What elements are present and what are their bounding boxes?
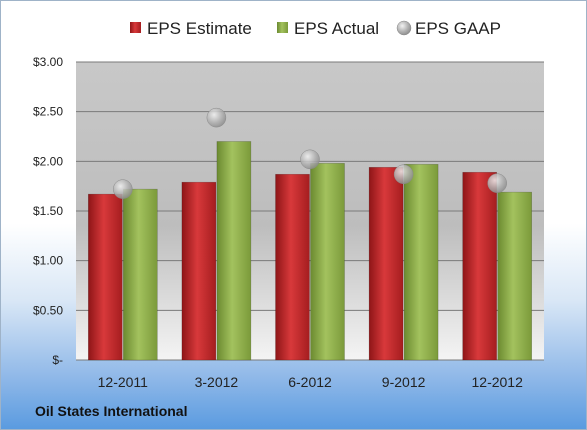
y-tick-label: $2.00 (33, 154, 63, 168)
legend-eps-actual-swatch (277, 22, 288, 33)
y-tick-label: $- (52, 353, 63, 367)
x-tick-label: 12-2011 (98, 374, 149, 390)
x-tick-label: 9-2012 (382, 374, 426, 390)
y-tick-label: $0.50 (33, 303, 63, 317)
eps-gaap-marker (300, 149, 320, 170)
x-tick-label: 12-2012 (472, 374, 524, 390)
eps-actual-bar (216, 141, 252, 361)
eps-actual-bar (123, 188, 158, 361)
eps-gaap-marker (206, 107, 227, 128)
x-tick-label: 3-2012 (195, 374, 239, 390)
eps-estimate-bar (181, 181, 217, 361)
legend-eps-gaap-label: EPS GAAP (415, 19, 501, 38)
eps-estimate-bar (275, 173, 310, 361)
eps-gaap-marker (487, 173, 507, 193)
eps-actual-bar (403, 164, 439, 361)
legend-eps-actual-label: EPS Actual (294, 19, 379, 38)
eps-actual-bar (497, 191, 533, 361)
legend-eps-gaap-swatch (396, 20, 412, 36)
eps-estimate-bar (368, 166, 404, 361)
y-tick-label: $1.00 (33, 254, 63, 268)
y-tick-label: $2.50 (33, 105, 63, 119)
plot-area: $- $0.50 $1.00 $1.50 $2.00 $2.50 $3.00 12-2011 3… (33, 55, 544, 390)
eps-estimate-bar (88, 193, 123, 361)
legend: EPS Estimate EPS Actual EPS GAAP (130, 19, 501, 38)
eps-gaap-marker (393, 164, 414, 184)
legend-eps-estimate-label: EPS Estimate (147, 19, 252, 38)
eps-estimate-bar (462, 171, 498, 361)
eps-gaap-marker (113, 179, 133, 199)
y-tick-label: $1.50 (33, 204, 63, 218)
y-tick-label: $3.00 (33, 55, 63, 69)
eps-actual-bar (310, 163, 345, 361)
legend-eps-estimate-swatch (130, 22, 141, 33)
company-label: Oil States International (35, 403, 188, 419)
x-tick-label: 6-2012 (288, 374, 332, 390)
